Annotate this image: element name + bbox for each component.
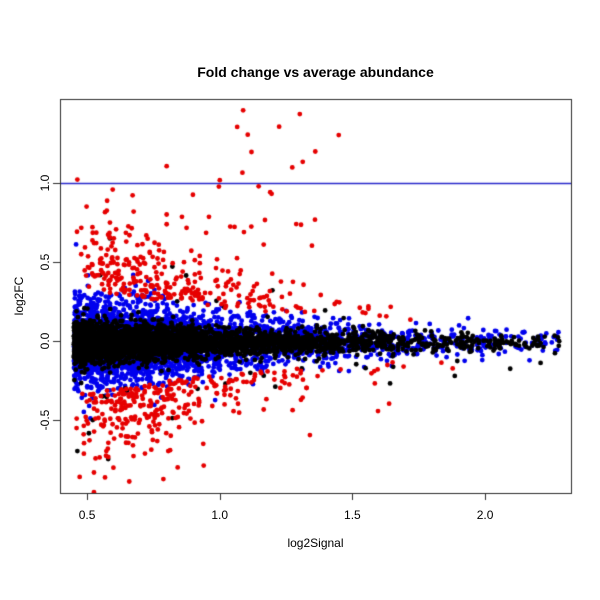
y-tick-label: -0.5 [38,409,52,431]
x-tick-label: 1.0 [211,508,229,522]
y-tick-label: 1.0 [38,174,52,192]
x-tick-label: 1.5 [344,508,361,522]
chart-title: Fold change vs average abundance [197,64,434,80]
y-tick-label: 0.0 [38,332,52,350]
y-tick-label: 0.5 [38,253,52,271]
x-tick-label: 2.0 [476,508,494,522]
x-tick-label: 0.5 [78,508,96,522]
y-axis-label: log2FC [12,276,26,316]
x-axis-label: log2Signal [287,536,344,550]
